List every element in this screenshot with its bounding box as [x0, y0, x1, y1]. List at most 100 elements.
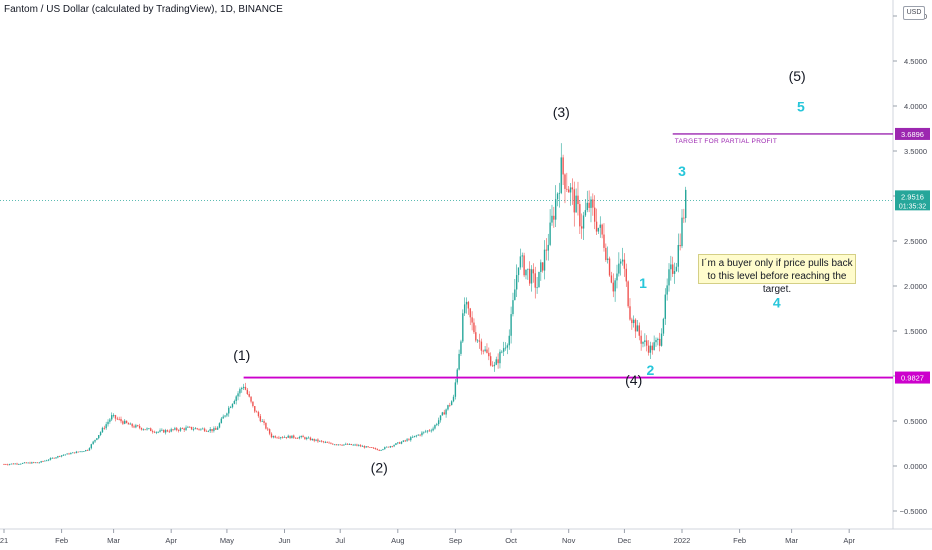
- wave-label[interactable]: (1): [233, 347, 250, 363]
- candle-body: [44, 460, 46, 462]
- candle-body: [105, 424, 107, 429]
- candle-body: [142, 429, 145, 431]
- last-price-label: 2.9516: [901, 192, 924, 201]
- trade-note[interactable]: I´m a buyer only if price pulls back to …: [698, 254, 856, 295]
- candle-body: [241, 387, 243, 390]
- candle-body: [411, 436, 414, 438]
- candle-body: [367, 446, 369, 448]
- candle-body: [634, 319, 637, 332]
- candle-body: [391, 446, 393, 447]
- candle-body: [471, 317, 473, 323]
- candle-body: [3, 464, 5, 465]
- candle-body: [36, 462, 39, 464]
- level-price-label: 0.9827: [901, 374, 924, 383]
- candle-body: [649, 345, 652, 353]
- candle-body: [116, 418, 119, 420]
- candle-body: [657, 338, 659, 341]
- candle-body: [449, 405, 451, 406]
- candle-body: [265, 422, 267, 429]
- candle-body: [75, 451, 78, 454]
- candle-body: [356, 444, 358, 446]
- wave-label[interactable]: 2: [647, 362, 655, 378]
- y-tick-label: 4.5000: [904, 57, 927, 66]
- candle-body: [339, 444, 341, 446]
- candle-body: [33, 462, 35, 464]
- candle-body: [215, 428, 217, 430]
- candle-body: [410, 437, 412, 441]
- candle-body: [42, 461, 44, 462]
- level-text-label: TARGET FOR PARTIAL PROFIT: [675, 138, 777, 145]
- candle-body: [216, 427, 219, 430]
- candle-body: [426, 430, 429, 432]
- x-tick-label: Oct: [505, 536, 518, 545]
- candle-body: [502, 348, 505, 352]
- candle-body: [378, 450, 380, 451]
- wave-label[interactable]: (4): [625, 372, 642, 388]
- candle-body: [118, 418, 120, 420]
- y-tick-label: 4.0000: [904, 102, 927, 111]
- candle-body: [413, 435, 416, 437]
- candle-body: [439, 415, 442, 421]
- candle-body: [651, 345, 653, 351]
- candle-body: [229, 407, 232, 409]
- candle-body: [72, 452, 74, 454]
- wave-label[interactable]: 4: [773, 295, 781, 311]
- candle-body: [606, 258, 609, 260]
- candle-body: [27, 462, 29, 464]
- candle-body: [70, 453, 72, 455]
- x-tick-label: 2022: [674, 536, 691, 545]
- candle-body: [16, 463, 18, 465]
- candle-body: [369, 447, 371, 448]
- candle-body: [432, 428, 434, 431]
- wave-label[interactable]: 5: [797, 98, 805, 114]
- candle-body: [627, 281, 629, 307]
- wave-label[interactable]: 3: [678, 163, 686, 179]
- candle-body: [96, 438, 98, 440]
- candle-body: [491, 365, 494, 367]
- candle-body: [350, 443, 353, 445]
- candle-body: [551, 215, 553, 223]
- candle-body: [267, 428, 269, 430]
- candle-body: [562, 157, 564, 175]
- candle-body: [309, 437, 312, 441]
- candle-body: [644, 340, 646, 342]
- candle-body: [621, 259, 624, 262]
- x-tick-label: Mar: [107, 536, 120, 545]
- candle-body: [384, 447, 386, 450]
- wave-label[interactable]: (2): [371, 459, 388, 475]
- candle-body: [445, 409, 447, 415]
- candle-body: [166, 430, 169, 432]
- candle-body: [484, 349, 486, 351]
- candle-body: [319, 440, 321, 442]
- candle-body: [660, 333, 663, 346]
- candle-body: [170, 429, 172, 432]
- candle-body: [51, 457, 53, 459]
- candle-body: [640, 335, 642, 344]
- candle-body: [85, 449, 87, 452]
- candle-body: [164, 430, 167, 433]
- candle-body: [183, 428, 185, 430]
- candle-body: [515, 275, 518, 290]
- candle-body: [443, 412, 445, 415]
- candle-body: [73, 452, 76, 454]
- wave-label[interactable]: (5): [789, 68, 806, 84]
- candle-body: [248, 394, 250, 397]
- candle-body: [203, 428, 206, 432]
- candle-body: [332, 443, 334, 445]
- candle-body: [499, 351, 501, 364]
- candle-body: [228, 407, 230, 414]
- candle-body: [620, 261, 622, 264]
- candle-body: [138, 425, 141, 428]
- candle-body: [566, 188, 568, 190]
- candle-body: [571, 187, 574, 190]
- candle-body: [257, 412, 260, 417]
- candle-body: [618, 263, 620, 274]
- wave-label[interactable]: (3): [553, 104, 570, 120]
- currency-button[interactable]: USD: [903, 6, 925, 20]
- candle-body: [21, 463, 24, 464]
- wave-label[interactable]: 1: [639, 275, 647, 291]
- candle-body: [488, 352, 490, 357]
- candle-body: [233, 401, 236, 404]
- candle-body: [302, 435, 304, 438]
